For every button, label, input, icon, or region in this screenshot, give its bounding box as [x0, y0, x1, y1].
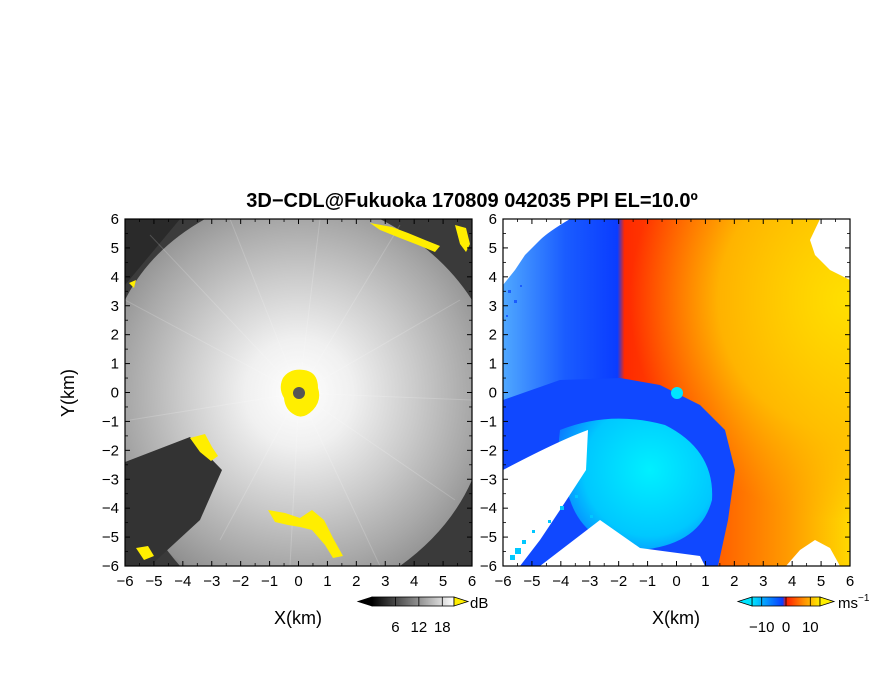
velocity-x-tick-label: 5 [817, 573, 825, 590]
signal-x-tick-label: 6 [468, 573, 476, 590]
signal-y-tick-label: 4 [111, 269, 119, 286]
signal-x-tick-label: −2 [232, 573, 249, 590]
velocity-y-tick-label: 2 [489, 327, 497, 344]
signal-y-tick-label: −2 [102, 442, 119, 459]
velocity-y-tick-label: −6 [480, 558, 497, 575]
signal-y-tick-label: 3 [111, 298, 119, 315]
velocity-x-tick-label: 4 [788, 573, 796, 590]
radar-site-marker-right [671, 387, 683, 399]
velocity-x-tick-label: −1 [639, 573, 656, 590]
velocity-y-tick-label: −1 [480, 413, 497, 430]
velocity-y-tick-label: 3 [489, 298, 497, 315]
velocity-x-tick-label: 6 [846, 573, 854, 590]
signal-x-tick-label: −4 [174, 573, 191, 590]
signal-panel: −6 −5 −4 −3 −2 −1 0 1 2 3 4 5 6 −6 −5 −4 −3 −2 −1 0 1 2 3 4 5 6 X… [58, 211, 476, 628]
signal-x-tick-label: 0 [294, 573, 302, 590]
signal-y-tick-label: −3 [102, 471, 119, 488]
signal-colorbar-unit: dB [470, 595, 488, 612]
signal-colorbar-tick-label: 12 [411, 619, 428, 636]
velocity-y-tick-label: 5 [489, 240, 497, 257]
velocity-y-tick-label: −3 [480, 471, 497, 488]
signal-y-tick-label: −5 [102, 529, 119, 546]
signal-y-tick-label: −6 [102, 558, 119, 575]
velocity-x-tick-label: −6 [494, 573, 511, 590]
chart-title: 3D−CDL@Fukuoka 170809 042035 PPI EL=10.0… [246, 190, 698, 212]
signal-x-tick-label: −6 [116, 573, 133, 590]
velocity-colorbar: −10 0 10 ms−1 [736, 593, 870, 636]
signal-y-tick-label: −4 [102, 500, 119, 517]
signal-y-tick-label: −1 [102, 413, 119, 430]
velocity-y-tick-label: 0 [489, 385, 497, 402]
velocity-x-tick-label: −2 [610, 573, 627, 590]
signal-y-tick-label: 6 [111, 211, 119, 228]
velocity-colorbar-tick-label: −10 [749, 619, 774, 636]
velocity-x-tick-label: 2 [730, 573, 738, 590]
signal-x-tick-label: −3 [203, 573, 220, 590]
velocity-y-tick-label: 6 [489, 211, 497, 228]
velocity-x-tick-label: −4 [552, 573, 569, 590]
velocity-x-tick-label: −3 [581, 573, 598, 590]
signal-x-tick-label: 5 [439, 573, 447, 590]
signal-x-tick-label: 1 [323, 573, 331, 590]
velocity-y-tick-label: −2 [480, 442, 497, 459]
velocity-x-tick-label: 1 [701, 573, 709, 590]
signal-colorbar-tick-label: 18 [434, 619, 451, 636]
velocity-y-tick-label: 4 [489, 269, 497, 286]
signal-y-tick-label: 0 [111, 385, 119, 402]
signal-tick-labels: −6 −5 −4 −3 −2 −1 0 1 2 3 4 5 6 −6 −5 −4 −3 −2 −1 0 1 2 3 4 5 6 [102, 211, 476, 590]
velocity-colorbar-unit: ms−1 [838, 593, 870, 612]
signal-axis-ticks [124, 218, 473, 567]
velocity-tick-labels: −6 −5 −4 −3 −2 −1 0 1 2 3 4 5 6 −6 −5 −4 −3 −2 −1 0 1 2 3 4 5 6 [480, 211, 854, 590]
velocity-y-tick-label: 1 [489, 356, 497, 373]
velocity-panel: −6 −5 −4 −3 −2 −1 0 1 2 3 4 5 6 −6 −5 −4 −3 −2 −1 0 1 2 3 4 5 6 X… [480, 211, 854, 628]
velocity-y-tick-label: −4 [480, 500, 497, 517]
signal-x-axis-label: X(km) [274, 608, 322, 628]
signal-x-tick-label: 3 [381, 573, 389, 590]
signal-x-tick-label: −1 [261, 573, 278, 590]
signal-y-axis-label: Y(km) [58, 369, 78, 417]
signal-y-tick-label: 2 [111, 327, 119, 344]
velocity-axis-ticks [502, 218, 851, 567]
signal-colorbar-tick-label: 6 [391, 619, 399, 636]
signal-x-tick-label: −5 [145, 573, 162, 590]
velocity-x-axis-label: X(km) [652, 608, 700, 628]
signal-y-tick-label: 1 [111, 356, 119, 373]
velocity-heatmap [503, 219, 850, 566]
velocity-x-tick-label: 3 [759, 573, 767, 590]
signal-x-tick-label: 2 [352, 573, 360, 590]
signal-y-tick-label: 5 [111, 240, 119, 257]
radar-site-marker-left [293, 387, 305, 399]
velocity-x-tick-label: 0 [672, 573, 680, 590]
velocity-colorbar-tick-label: 0 [782, 619, 790, 636]
velocity-y-tick-label: −5 [480, 529, 497, 546]
velocity-x-tick-label: −5 [523, 573, 540, 590]
signal-x-tick-label: 4 [410, 573, 418, 590]
signal-colorbar: 6 12 18 dB [356, 595, 488, 636]
velocity-colorbar-tick-label: 10 [802, 619, 819, 636]
